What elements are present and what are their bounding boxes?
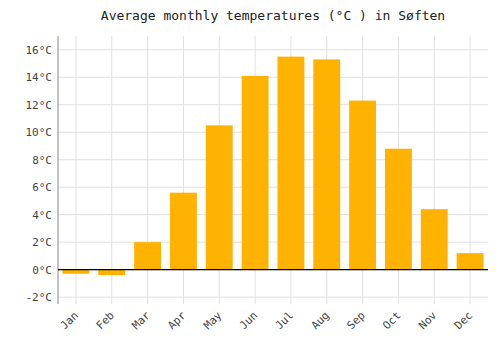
x-grid-line	[111, 36, 112, 304]
bar	[421, 209, 448, 269]
y-grid-line	[58, 104, 488, 105]
x-tick-label: Sep	[344, 309, 367, 332]
x-tick-label: Mar	[129, 309, 153, 333]
x-tick-label: Jun	[237, 309, 260, 332]
x-tick-label: Oct	[380, 309, 403, 332]
bar	[134, 242, 161, 269]
x-tick-label: Jul	[273, 309, 296, 332]
y-tick-label: 14°C	[26, 71, 53, 84]
grid	[58, 36, 488, 304]
x-tick-label: Feb	[94, 309, 117, 332]
bar	[62, 270, 89, 274]
y-tick-label: 12°C	[26, 99, 53, 112]
y-grid-line	[58, 77, 488, 78]
y-grid-line	[58, 49, 488, 50]
y-tick-label: 8°C	[32, 154, 52, 167]
y-tick-label: -2°C	[26, 291, 53, 304]
x-tick-label: Jan	[58, 309, 81, 332]
x-tick-label: May	[201, 309, 225, 333]
y-grid-line	[58, 297, 488, 298]
x-tick-label: Apr	[165, 309, 189, 333]
y-grid-line	[58, 269, 488, 270]
x-tick-label: Dec	[452, 309, 475, 332]
bar	[170, 193, 197, 270]
y-tick-label: 2°C	[32, 236, 52, 249]
bar	[313, 59, 340, 269]
x-tick-label: Aug	[309, 309, 332, 332]
y-grid-line	[58, 159, 488, 160]
x-grid-line	[75, 36, 76, 304]
bar	[385, 149, 412, 270]
y-tick-label: 4°C	[32, 209, 52, 222]
bar	[206, 125, 233, 269]
bar	[277, 57, 304, 270]
y-tick-label: 6°C	[32, 181, 52, 194]
y-axis-line	[58, 36, 59, 304]
y-grid-line	[58, 187, 488, 188]
zero-line	[58, 269, 488, 270]
title: Average monthly temperatures (°C ) in Sø…	[101, 8, 445, 23]
bar	[349, 101, 376, 270]
bar	[98, 270, 125, 275]
y-tick-label: 0°C	[32, 264, 52, 277]
bars	[62, 57, 483, 276]
chart: Average monthly temperatures (°C ) in Sø…	[0, 0, 500, 350]
y-tick-label: 16°C	[26, 44, 53, 57]
y-tick-label: 10°C	[26, 126, 53, 139]
bar	[242, 76, 269, 270]
bar	[457, 253, 484, 269]
y-grid-line	[58, 132, 488, 133]
x-tick-label: Nov	[416, 309, 440, 333]
